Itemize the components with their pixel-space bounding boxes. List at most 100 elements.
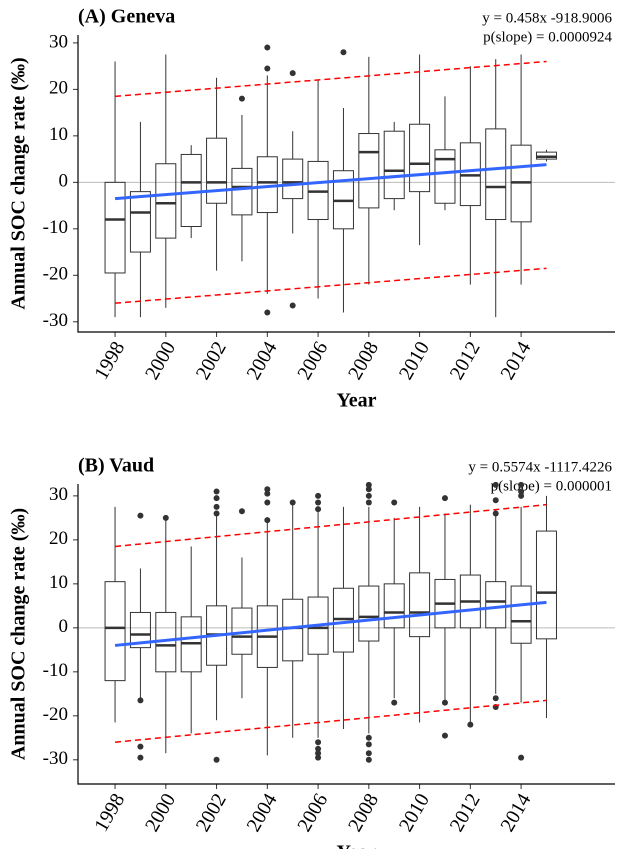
x-axis-label: Year xyxy=(337,390,377,412)
x-axis-label: Year xyxy=(337,842,377,849)
x-tick-label: 2002 xyxy=(192,790,231,836)
x-tick-label: 2014 xyxy=(496,338,535,384)
box xyxy=(409,572,431,638)
outlier xyxy=(289,302,296,309)
outlier xyxy=(492,497,499,504)
y-tick-label: 0 xyxy=(59,616,69,637)
outlier xyxy=(365,499,372,506)
y-tick-label: -30 xyxy=(43,748,68,769)
outlier xyxy=(365,486,372,493)
y-tick-label: 30 xyxy=(49,484,68,505)
outlier xyxy=(365,734,372,741)
box xyxy=(383,130,405,200)
annotation: p(slope) = 0.000001 xyxy=(491,478,612,494)
outlier xyxy=(264,490,271,497)
prediction-band xyxy=(114,267,547,304)
box xyxy=(358,585,380,642)
outlier xyxy=(289,499,296,506)
outlier xyxy=(289,70,296,77)
box xyxy=(104,581,126,682)
outlier xyxy=(518,492,525,499)
annotation: y = 0.5574x -1117.4226 xyxy=(468,459,612,475)
outlier xyxy=(365,750,372,757)
y-tick-label: 10 xyxy=(49,572,68,593)
outlier xyxy=(315,506,322,513)
outlier xyxy=(213,495,220,502)
outlier xyxy=(492,695,499,702)
x-tick-label: 2014 xyxy=(496,790,535,836)
y-tick-label: 30 xyxy=(49,31,68,52)
outlier xyxy=(264,486,271,493)
x-tick-label: 2000 xyxy=(141,338,180,384)
y-axis-label: Annual SOC change rate (‰) xyxy=(8,57,30,309)
annotation: y = 0.458x -918.9006 xyxy=(482,10,612,26)
outlier xyxy=(365,481,372,488)
outlier xyxy=(492,510,499,517)
y-axis-label: Annual SOC change rate (‰) xyxy=(8,508,30,760)
outlier xyxy=(238,508,245,515)
trend-line xyxy=(114,600,547,647)
outlier xyxy=(315,754,322,761)
annotation: p(slope) = 0.0000924 xyxy=(483,29,612,45)
y-tick-label: -20 xyxy=(43,704,68,725)
outlier xyxy=(264,309,271,316)
box xyxy=(383,583,405,629)
outlier xyxy=(238,95,245,102)
outlier xyxy=(340,49,347,56)
panel: (B) Vaud y = 0.5574x -1117.4226 p(slope) =… xyxy=(8,455,615,849)
x-tick-label: 2004 xyxy=(243,790,282,836)
x-tick-label: 2002 xyxy=(192,338,231,384)
axes xyxy=(77,35,615,333)
x-tick-label: 1998 xyxy=(90,790,129,836)
outlier xyxy=(441,732,448,739)
outlier xyxy=(213,510,220,517)
x-tick-label: 2012 xyxy=(446,338,485,384)
trend-line xyxy=(114,163,547,201)
y-tick-label: 20 xyxy=(49,78,68,99)
outlier xyxy=(391,499,398,506)
y-tick-label: 20 xyxy=(49,528,68,549)
box xyxy=(104,181,126,274)
box xyxy=(282,158,304,200)
outlier xyxy=(264,517,271,524)
outlier xyxy=(365,756,372,763)
outlier xyxy=(264,499,271,506)
axes xyxy=(77,484,615,785)
x-tick-label: 2008 xyxy=(344,338,383,384)
x-tick-label: 2012 xyxy=(446,790,485,836)
outlier xyxy=(365,741,372,748)
outlier xyxy=(264,65,271,72)
outlier xyxy=(213,756,220,763)
outlier xyxy=(137,754,144,761)
y-tick-label: -10 xyxy=(43,217,68,238)
box xyxy=(206,137,228,204)
box xyxy=(231,167,253,216)
outlier xyxy=(518,481,525,488)
panel-title: (A) Geneva xyxy=(78,6,175,28)
x-tick-label: 2000 xyxy=(141,790,180,836)
outlier xyxy=(137,743,144,750)
outlier xyxy=(492,481,499,488)
outlier xyxy=(441,699,448,706)
outlier xyxy=(441,495,448,502)
x-tick-label: 2008 xyxy=(344,790,383,836)
outlier xyxy=(365,492,372,499)
box xyxy=(510,585,532,644)
outlier xyxy=(315,750,322,757)
x-tick-label: 1998 xyxy=(90,338,129,384)
prediction-band xyxy=(114,60,547,98)
y-tick-label: -30 xyxy=(43,310,68,331)
x-tick-label: 2010 xyxy=(395,338,434,384)
box xyxy=(129,191,151,253)
outlier xyxy=(162,514,169,521)
outlier xyxy=(467,721,474,728)
y-tick-label: 10 xyxy=(49,124,68,145)
panel-title: (B) Vaud xyxy=(78,455,154,477)
x-tick-label: 2006 xyxy=(293,790,332,836)
x-tick-label: 2010 xyxy=(395,790,434,836)
box xyxy=(282,598,304,662)
outlier xyxy=(264,44,271,51)
y-tick-label: -10 xyxy=(43,660,68,681)
box xyxy=(535,530,557,640)
